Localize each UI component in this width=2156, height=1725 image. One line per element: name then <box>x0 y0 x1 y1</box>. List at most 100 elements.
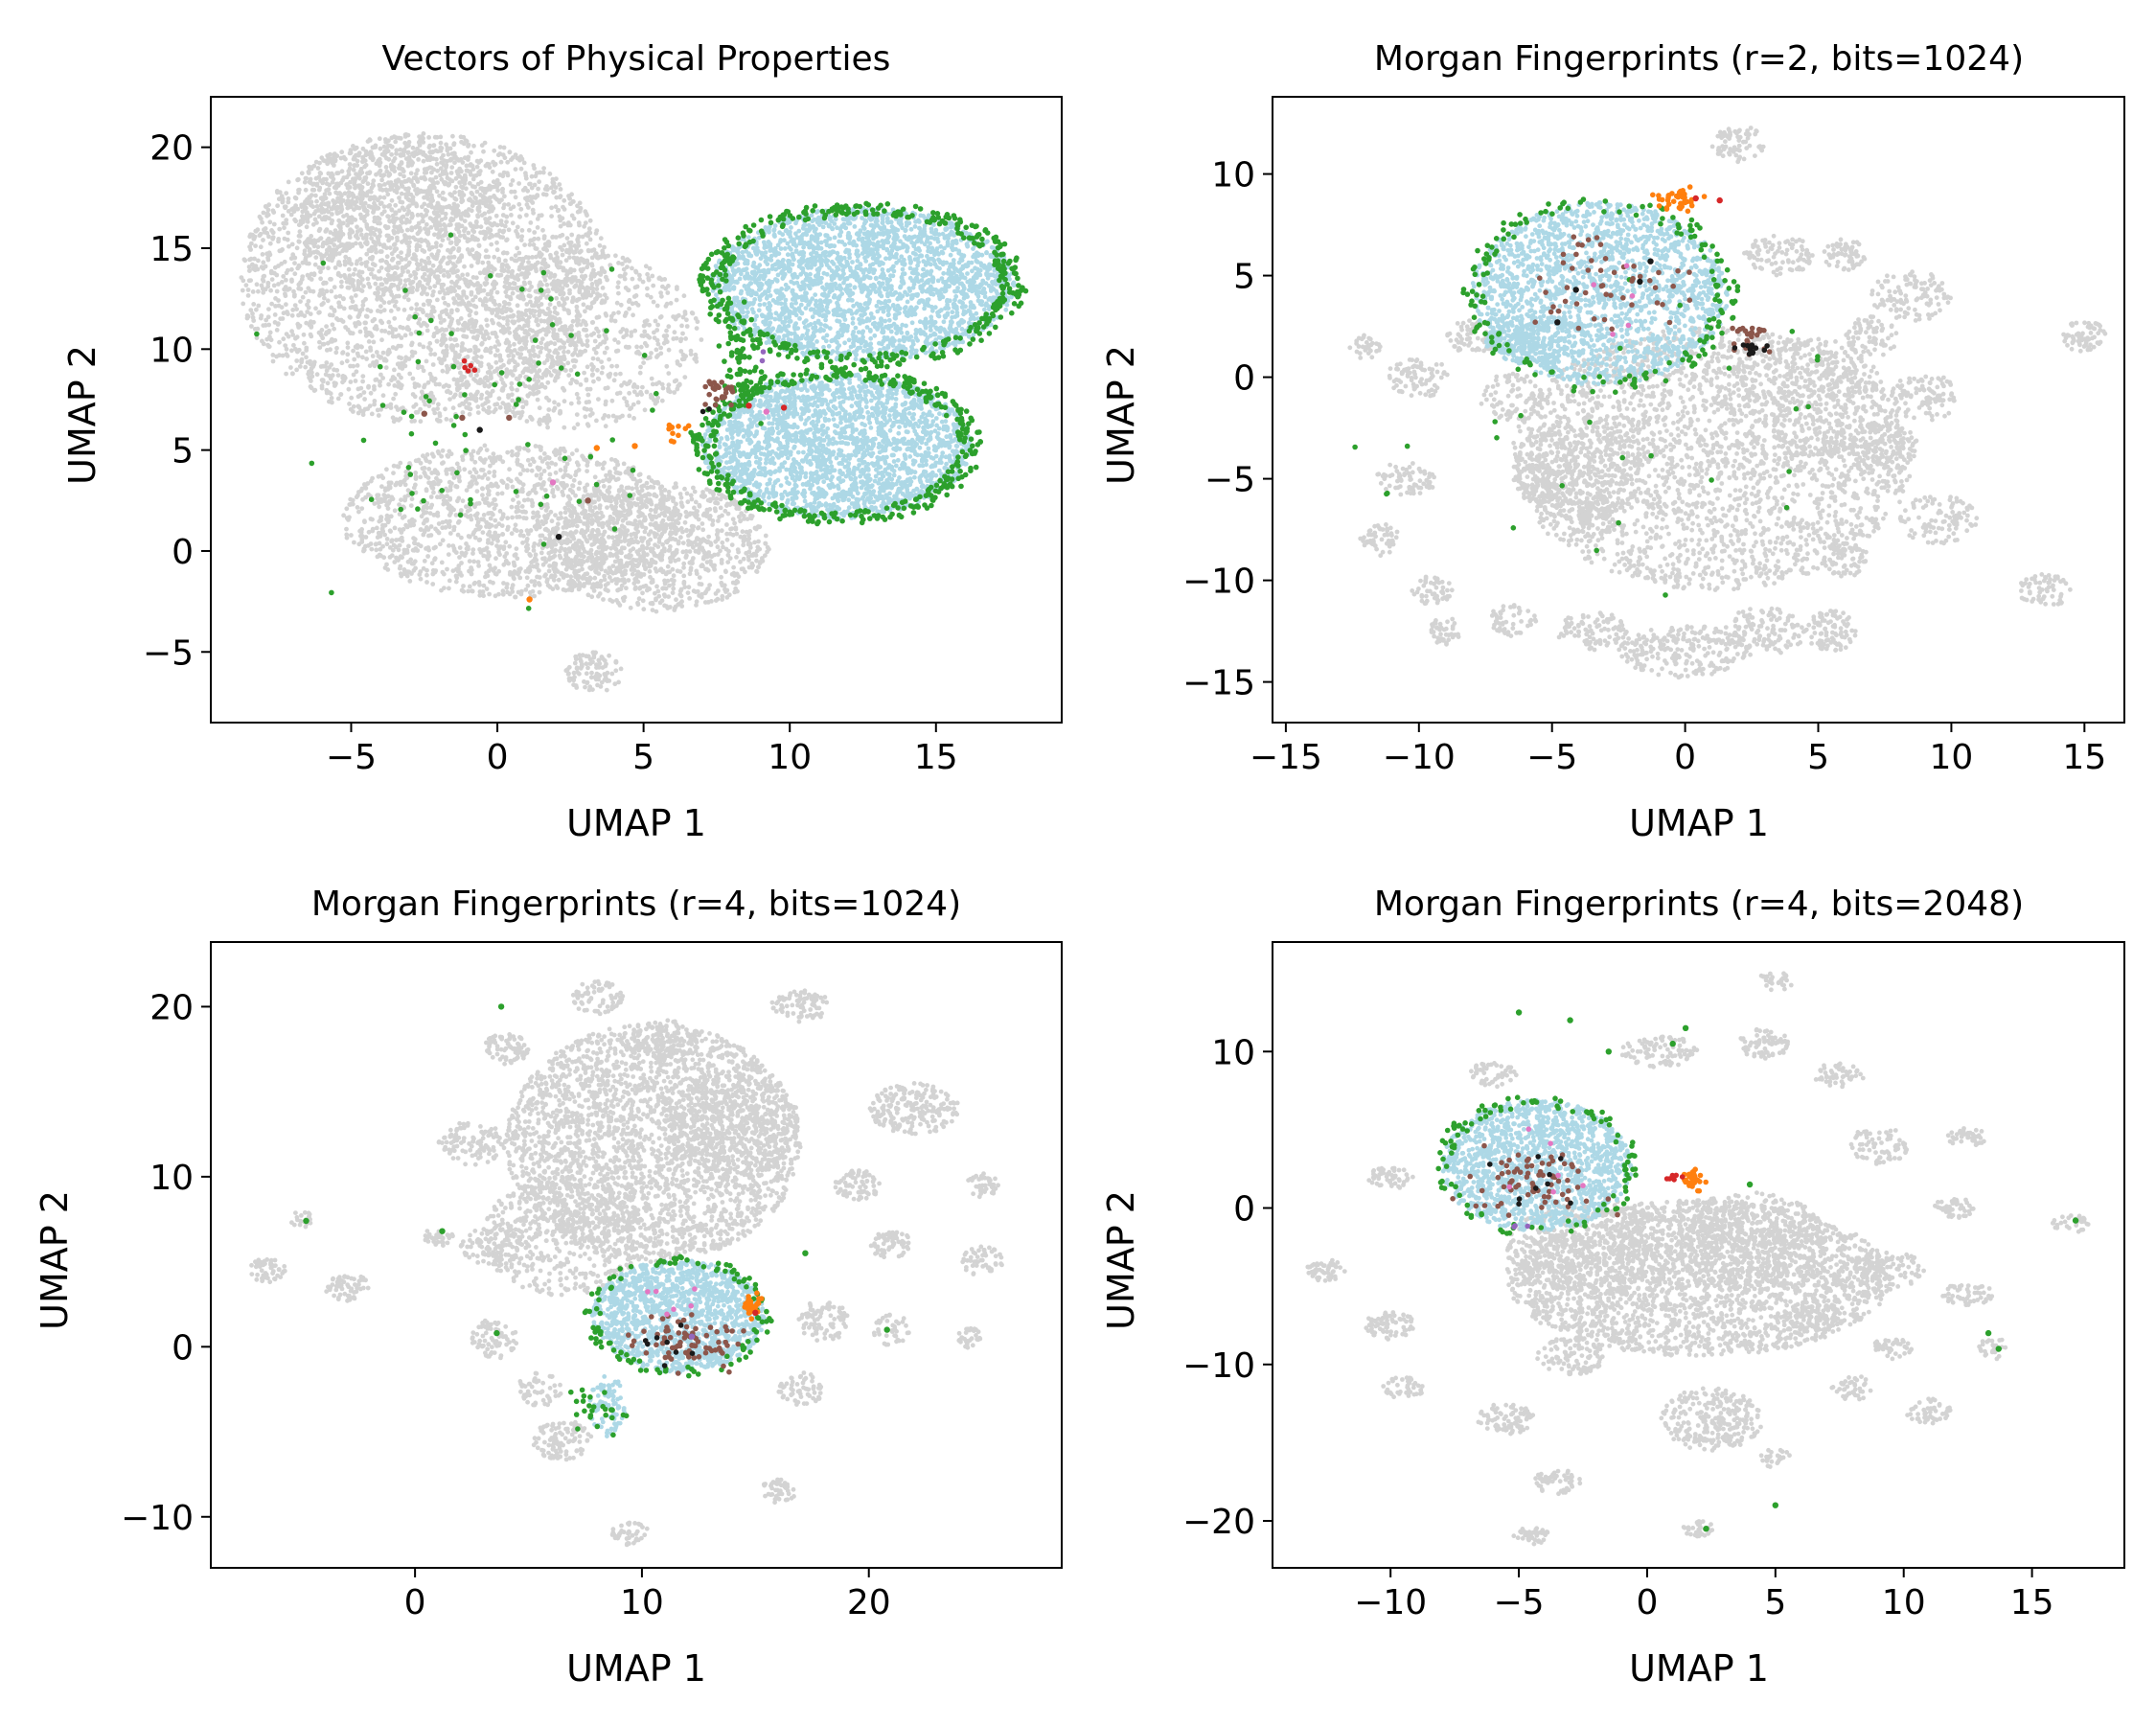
data-point-background <box>565 360 571 366</box>
data-point-background <box>310 187 315 193</box>
data-point-background <box>333 294 338 300</box>
data-point-background <box>658 314 664 319</box>
data-point-background <box>375 197 380 202</box>
data-point-background <box>335 373 341 378</box>
data-point-background <box>378 200 384 206</box>
data-point-background <box>598 272 604 277</box>
data-point-background <box>321 341 327 347</box>
data-point-background <box>470 192 475 197</box>
data-point-background <box>340 350 346 356</box>
data-point-background <box>468 392 473 398</box>
data-point-background <box>423 264 428 270</box>
data-point-background <box>457 233 463 239</box>
data-point-background <box>390 345 396 350</box>
data-point-background <box>265 257 271 263</box>
data-point-background <box>640 384 645 390</box>
data-point-background <box>338 392 344 397</box>
data-point-background <box>356 386 361 392</box>
data-point-background <box>607 356 611 362</box>
data-point-background <box>405 150 411 156</box>
data-point-background <box>360 374 366 379</box>
data-point-background <box>601 484 607 489</box>
data-point-background <box>513 334 518 340</box>
data-point-background <box>594 282 600 288</box>
data-point-background <box>473 219 479 225</box>
data-point-background <box>369 236 374 242</box>
data-point-background <box>460 298 465 304</box>
data-point-background <box>448 418 454 423</box>
data-point-background <box>298 299 303 304</box>
data-point-background <box>499 308 504 312</box>
data-point-background <box>396 185 401 191</box>
data-point-background <box>512 367 517 373</box>
data-point-background <box>675 361 680 366</box>
data-point-background <box>389 197 395 203</box>
data-point-background <box>553 513 558 518</box>
data-point-background <box>560 216 565 221</box>
data-point-background <box>390 213 396 218</box>
data-point-background <box>467 584 472 589</box>
data-point-background <box>470 547 476 552</box>
data-point-background <box>305 272 310 278</box>
data-point-background <box>473 470 479 475</box>
data-point-background <box>440 210 445 216</box>
data-point-background <box>616 310 621 315</box>
data-point-background <box>288 365 293 370</box>
data-point-background <box>604 472 608 478</box>
data-point-background <box>511 320 516 326</box>
data-point-background <box>472 346 478 352</box>
data-point-background <box>448 310 454 315</box>
data-point-background <box>470 275 476 280</box>
data-point-background <box>510 313 516 319</box>
data-point-background <box>418 138 423 143</box>
data-point-background <box>385 224 391 230</box>
data-point-background <box>516 500 521 506</box>
data-point-background <box>292 303 298 308</box>
data-point-background <box>375 287 380 291</box>
data-point-background <box>388 405 394 410</box>
data-point-background <box>503 289 509 295</box>
data-point-background <box>554 263 560 268</box>
data-point-background <box>694 326 700 331</box>
data-point-background <box>335 396 341 402</box>
data-point-background <box>666 347 672 353</box>
data-point-background <box>462 218 468 224</box>
data-point-background <box>252 256 257 262</box>
data-point-background <box>608 313 614 319</box>
data-point-background <box>420 466 425 472</box>
data-point-background <box>531 242 537 247</box>
data-point-background <box>468 162 473 167</box>
data-point-background <box>482 190 488 196</box>
data-point-background <box>578 322 584 327</box>
data-point-background <box>625 402 630 408</box>
data-point-background <box>561 385 565 391</box>
data-point-background <box>440 190 446 196</box>
data-point-background <box>515 224 520 230</box>
data-point-background <box>326 159 331 164</box>
data-point-background <box>440 368 446 374</box>
data-point-background <box>476 500 482 506</box>
data-point-background <box>522 341 527 346</box>
data-point-background <box>540 192 546 197</box>
data-point-background <box>292 271 298 277</box>
data-point-background <box>366 281 372 287</box>
data-point-background <box>254 307 259 312</box>
data-point-background <box>406 139 412 145</box>
data-point-background <box>539 383 543 389</box>
data-point-background <box>440 338 446 344</box>
data-point-background <box>332 326 336 332</box>
data-point-background <box>653 318 658 324</box>
data-point-background <box>493 195 497 200</box>
data-point-background <box>523 587 529 592</box>
data-point-background <box>345 185 351 191</box>
data-point-background <box>424 580 429 585</box>
data-point-background <box>392 383 398 388</box>
data-point-background <box>661 334 667 338</box>
data-point-background <box>410 376 416 381</box>
data-point-background <box>664 328 669 334</box>
data-point-background <box>351 403 356 409</box>
data-point-background <box>342 191 348 196</box>
data-point-background <box>362 218 367 224</box>
data-point-background <box>525 492 531 497</box>
data-point-background <box>372 316 378 322</box>
